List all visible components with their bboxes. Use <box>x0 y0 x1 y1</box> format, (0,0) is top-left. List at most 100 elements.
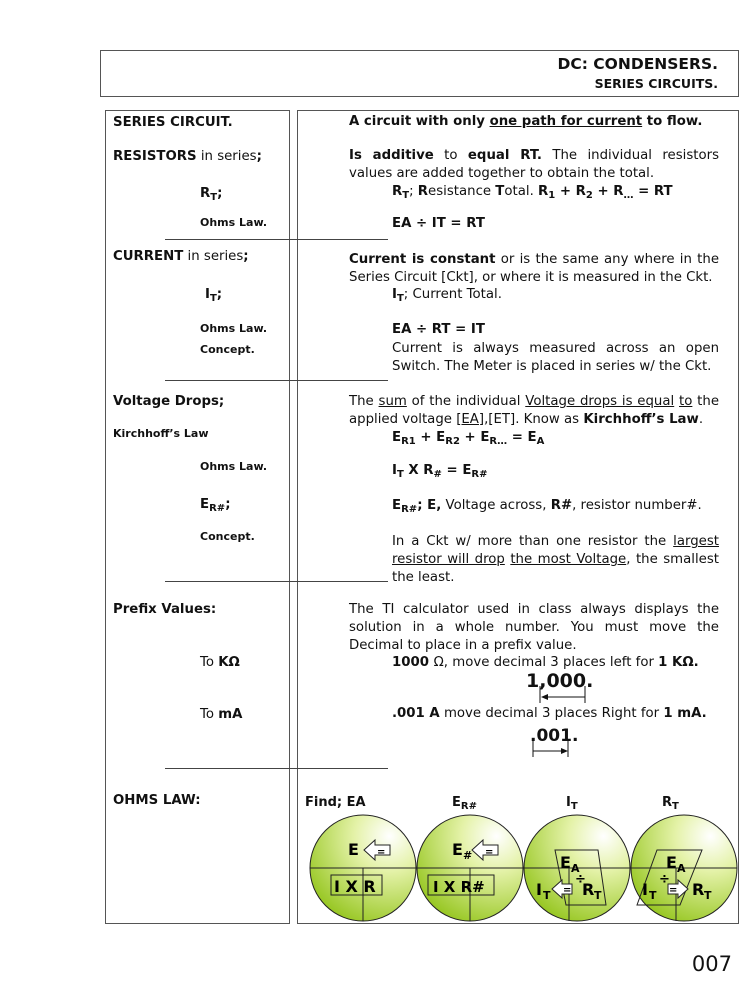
text-run: To <box>200 707 219 722</box>
text-run: Ohms Law. <box>200 460 268 473</box>
label-it: IT; <box>205 286 222 304</box>
page-subtitle: SERIES CIRCUITS. <box>594 76 718 91</box>
rt-ohms-law: EA ÷ IT = RT <box>392 215 485 233</box>
left-column-box <box>105 110 290 924</box>
equals-arrow-icon <box>551 878 573 900</box>
text-run: to flow. <box>642 114 703 129</box>
text-run: R# <box>209 503 226 514</box>
text-run: + R <box>592 184 624 199</box>
text-run: + E <box>459 430 490 445</box>
text-run: 1 mA. <box>663 706 707 721</box>
heading-current: CURRENT in series; <box>113 248 249 266</box>
label-kirchhoff: Kirchhoff’s Law <box>113 425 209 443</box>
text-run: sum <box>378 394 407 409</box>
text-run: E <box>392 498 402 513</box>
svg-text:#: # <box>463 849 472 862</box>
svg-text:T: T <box>543 889 551 902</box>
text-run: R <box>538 184 549 199</box>
text-run: 1000 <box>392 655 434 670</box>
text-run: .001. <box>530 726 579 746</box>
text-run: In a Ckt w/ more than one resistor the <box>392 534 674 549</box>
text-run: Ω, move decimal 3 places left for <box>433 655 659 670</box>
text-run: Ohms Law. <box>200 322 268 335</box>
circle-er: E # = I X R# <box>416 814 524 922</box>
text-run: R# <box>471 469 488 480</box>
heading-ohms-law: OHMS LAW: <box>113 792 201 810</box>
text-run: T <box>209 293 217 304</box>
text-run: EA ÷ IT = RT <box>392 216 485 231</box>
text-run: R# <box>550 498 573 513</box>
left-arrow-icon <box>539 686 586 703</box>
label-to-ma: To mA <box>200 706 242 724</box>
text-run: R1 <box>401 436 416 447</box>
divider <box>165 239 388 240</box>
text-run: Kirchhoff’s Law <box>113 427 209 440</box>
text-run: … <box>623 190 634 201</box>
rt-formula: RT; Resistance Total. R1 + R2 + R… = RT <box>392 183 673 201</box>
svg-text:=: = <box>485 847 493 858</box>
text-run: otal. <box>504 184 539 199</box>
heading-prefix-values: Prefix Values: <box>113 601 216 619</box>
label-concept: Concept. <box>200 341 255 359</box>
heading-resistors: RESISTORS in series; <box>113 148 262 166</box>
text-run: The individual resistors values are adde… <box>349 148 719 181</box>
text-run: Concept. <box>200 343 255 356</box>
circle-label-it: IT <box>566 795 578 812</box>
svg-text:A: A <box>677 862 686 875</box>
ma-conversion: .001 A move decimal 3 places Right for 1… <box>392 705 707 723</box>
svg-text:A: A <box>571 862 580 875</box>
voltage-sum-formula: ER1 + ER2 + ER… = EA <box>392 429 544 447</box>
svg-text:E: E <box>666 853 677 872</box>
text-run: R2 <box>445 436 460 447</box>
text-run: EA ÷ RT = IT <box>392 322 485 337</box>
text-run: esistance <box>428 184 496 199</box>
label-ohms-law: Ohms Law. <box>200 320 267 338</box>
text-run: R… <box>489 436 508 447</box>
circle-label-find-ea: Find; EA <box>305 795 366 810</box>
text-run: Is additive <box>349 148 434 163</box>
it-definition: IT; Current Total. <box>392 286 502 304</box>
text-run: ; <box>217 186 223 201</box>
text-run: + E <box>415 430 446 445</box>
circle-label-rt: RT <box>662 795 679 812</box>
text-run: E <box>392 430 402 445</box>
svg-text:=: = <box>377 847 385 858</box>
text-run: ; <box>216 287 223 302</box>
text-run: = RT <box>633 184 673 199</box>
text-run: = E <box>507 430 537 445</box>
text-run: SERIES CIRCUIT. <box>113 115 233 130</box>
text-run: ; <box>256 149 262 164</box>
svg-text:T: T <box>594 889 602 902</box>
text-run: move decimal 3 places Right for <box>439 706 664 721</box>
header-box <box>100 50 739 97</box>
page-title: DC: CONDENSERS. <box>557 55 718 73</box>
text-run: Current is always measured across an ope… <box>392 341 719 374</box>
text-run: A circuit with only <box>349 114 490 129</box>
text-run: ,[ET]. Know as <box>484 412 584 427</box>
divider <box>165 768 388 769</box>
text-run: one path for current <box>489 114 643 129</box>
text-run: 1,000. <box>526 670 594 692</box>
additive-text: Is additive to equal RT. The individual … <box>349 147 719 183</box>
svg-text:I: I <box>642 880 648 899</box>
text-run: or is the same any where in the Series C… <box>349 252 719 285</box>
text-run: R <box>392 184 403 199</box>
text-run: I <box>392 463 397 478</box>
text-run: equal RT. <box>467 148 542 163</box>
decimal-example-1000: 1,000. <box>526 670 594 692</box>
svg-text:R: R <box>692 880 704 899</box>
label-er: ER#; <box>200 496 231 514</box>
text-run: T <box>495 184 505 199</box>
text-run: OHMS LAW: <box>113 793 201 808</box>
page-number: 007 <box>691 952 732 976</box>
text-run: ; <box>225 497 231 512</box>
calculator-text: The TI calculator used in class always d… <box>349 601 719 655</box>
text-run: [EA] <box>456 412 485 427</box>
heading-series-circuit: SERIES CIRCUIT. <box>113 114 233 132</box>
text-run: T <box>396 293 404 304</box>
svg-text:R: R <box>582 880 594 899</box>
er-ohms-law: IT X R# = ER# <box>392 462 488 480</box>
text-run: , the smallest the least. <box>392 552 719 585</box>
